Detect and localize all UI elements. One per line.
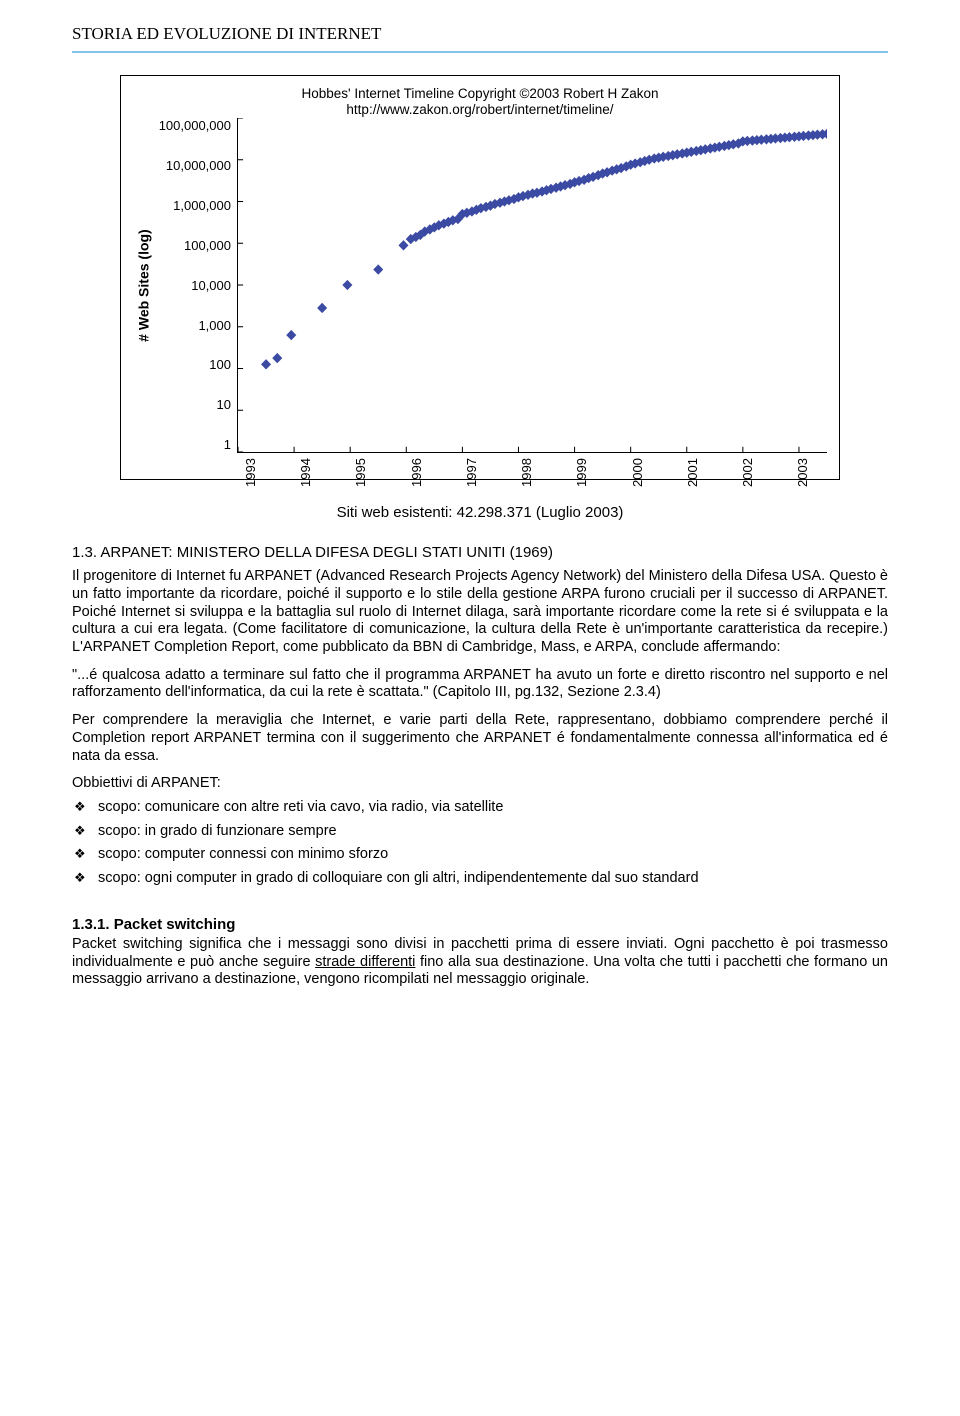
ytick-label: 100,000,000: [155, 118, 231, 134]
pkt-underline: strade differenti: [315, 954, 415, 970]
chart-plot-area: [237, 118, 827, 453]
xtick-label: 1997: [464, 458, 480, 487]
header-divider: [72, 51, 888, 53]
ytick-label: 1,000: [155, 318, 231, 334]
xtick-label: 1998: [519, 458, 535, 487]
xtick-label: 1995: [353, 458, 369, 487]
list-item: scopo: computer connessi con minimo sfor…: [72, 846, 888, 864]
chart-yticks: 100,000,000 10,000,000 1,000,000 100,000 10,…: [155, 118, 237, 453]
section-1-3-p3: Per comprendere la meraviglia che Intern…: [72, 712, 888, 765]
xtick-label: 1999: [574, 458, 590, 487]
section-1-3-p2: "...é qualcosa adatto a terminare sul fa…: [72, 667, 888, 702]
ytick-label: 1: [155, 437, 231, 453]
xtick-label: 2002: [740, 458, 756, 487]
xtick-label: 1996: [409, 458, 425, 487]
objectives-list: scopo: comunicare con altre reti via cav…: [72, 799, 888, 888]
objectives-title: Obbiettivi di ARPANET:: [72, 775, 888, 793]
ytick-label: 100: [155, 357, 231, 373]
chart-container: Hobbes' Internet Timeline Copyright ©200…: [120, 75, 840, 480]
chart-svg: [238, 118, 827, 452]
xtick-label: 1994: [298, 458, 314, 487]
list-item: scopo: ogni computer in grado di colloqu…: [72, 870, 888, 888]
xtick-label: 2003: [795, 458, 811, 487]
section-1-3-1-heading: 1.3.1. Packet switching: [72, 916, 888, 934]
xtick-label: 2001: [685, 458, 701, 487]
ytick-label: 10: [155, 397, 231, 413]
chart-ylabel: # Web Sites (log): [135, 229, 152, 342]
section-1-3-heading: 1.3. ARPANET: MINISTERO DELLA DIFESA DEG…: [72, 544, 888, 562]
chart-attribution: Hobbes' Internet Timeline Copyright ©200…: [133, 86, 827, 118]
list-item: scopo: in grado di funzionare sempre: [72, 823, 888, 841]
section-1-3-1-body: Packet switching significa che i messagg…: [72, 936, 888, 989]
section-1-3-p1: Il progenitore di Internet fu ARPANET (A…: [72, 568, 888, 656]
ytick-label: 10,000: [155, 278, 231, 294]
list-item: scopo: comunicare con altre reti via cav…: [72, 799, 888, 817]
chart-xticks: 1993 1994 1995 1996 1997 1998 1999 2000 2001 2002…: [237, 453, 827, 501]
xtick-label: 2000: [630, 458, 646, 487]
page-header: STORIA ED EVOLUZIONE DI INTERNET: [72, 24, 888, 45]
xtick-label: 1993: [243, 458, 259, 487]
chart-attr-line1: Hobbes' Internet Timeline Copyright ©200…: [302, 86, 659, 101]
ytick-label: 1,000,000: [155, 198, 231, 214]
ytick-label: 100,000: [155, 238, 231, 254]
ytick-label: 10,000,000: [155, 158, 231, 174]
chart-attr-line2: http://www.zakon.org/robert/internet/tim…: [346, 102, 613, 117]
chart-caption: Siti web esistenti: 42.298.371 (Luglio 2…: [72, 504, 888, 522]
